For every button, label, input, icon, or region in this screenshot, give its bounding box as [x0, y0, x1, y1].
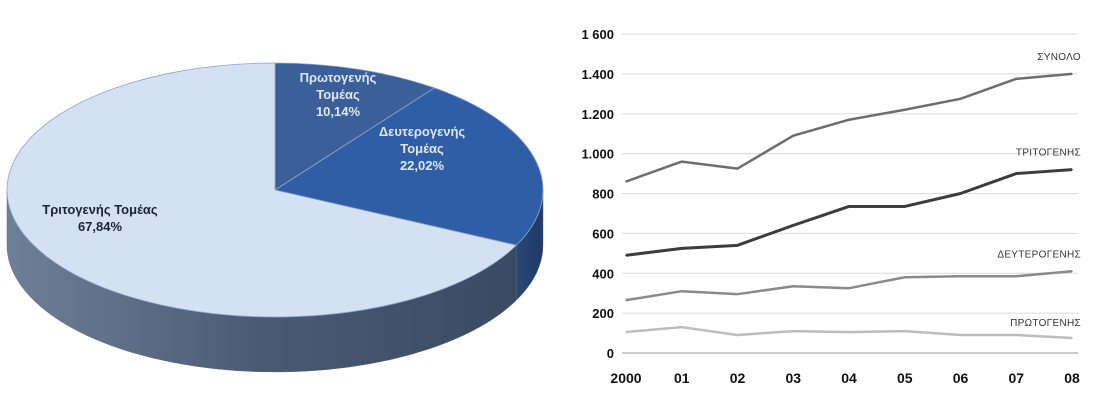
data-point [903, 276, 906, 279]
x-tick-label: 07 [1008, 370, 1024, 386]
data-point [792, 285, 795, 288]
data-point [625, 299, 627, 301]
data-point [625, 254, 627, 257]
pie-percent-2: 67,84% [78, 219, 123, 234]
x-tick-label: 01 [674, 370, 690, 386]
series-label-3: ΠΡΩΤΟΓΕΝΗΣ [1010, 318, 1081, 329]
data-point [792, 224, 795, 227]
series-line-0 [625, 72, 1073, 183]
x-tick-label: 04 [841, 370, 857, 386]
y-tick-label: 1.000 [581, 147, 614, 162]
y-tick-label: 1 600 [581, 27, 614, 42]
data-point [736, 244, 739, 247]
data-point [1071, 73, 1073, 75]
data-point [1015, 275, 1018, 278]
pie-label-0: Πρωτογενής Τομέας [300, 70, 377, 102]
pie-chart: Πρωτογενής Τομέας 10,14% Δευτερογενής Τομέας… [0, 0, 548, 391]
data-point [1015, 172, 1018, 175]
data-point [736, 167, 739, 170]
series-label-2: ΔΕΥΤΕΡΟΓΕΝΗΣ [997, 249, 1081, 260]
x-tick-label: 06 [953, 370, 969, 386]
data-point [625, 331, 627, 333]
series-label-1: ΤΡΙΤΟΓΕΝΗΣ [1016, 148, 1081, 159]
data-point [1015, 78, 1018, 80]
data-point [848, 118, 850, 121]
y-tick-label: 200 [592, 306, 614, 321]
x-tick-label: 02 [730, 370, 746, 386]
data-point [1071, 270, 1073, 273]
x-tick-label: 03 [785, 370, 801, 386]
series-line-2 [625, 270, 1073, 302]
y-tick-label: 0 [607, 346, 614, 361]
data-point [959, 334, 962, 336]
data-point [903, 330, 906, 332]
data-point [792, 134, 795, 137]
data-point [792, 330, 795, 332]
data-point [903, 205, 906, 208]
pie-percent-1: 22,02% [400, 158, 445, 173]
data-point [680, 160, 683, 163]
data-point [959, 97, 962, 100]
pie-chart-svg: Πρωτογενής Τομέας 10,14% Δευτερογενής Τομέας… [6, 62, 544, 373]
pie-slice-2 [6, 62, 518, 318]
data-point [680, 290, 683, 292]
pie-slice-0 [274, 62, 436, 191]
y-tick-label: 1.400 [581, 67, 614, 82]
line-chart: 0 200 400 600 800 1.000 1.200 1.400 1 600 2000 01… [548, 0, 1095, 391]
y-tick-label: 400 [592, 266, 614, 281]
line-chart-svg: 0 200 400 600 800 1.000 1.200 1.400 1 600 2000 01… [581, 27, 1081, 386]
data-point [625, 180, 627, 183]
data-point [959, 192, 962, 195]
x-tick-label: 05 [897, 370, 913, 386]
pie-percent-0: 10,14% [316, 104, 361, 119]
x-tick-label: 08 [1064, 370, 1080, 386]
pie-label-2: Τριτογενής Τομέας [42, 202, 158, 217]
data-point [1015, 334, 1018, 336]
y-tick-label: 1.200 [581, 107, 614, 122]
data-point [903, 108, 906, 111]
series-line-1 [625, 168, 1073, 257]
x-tick-label: 2000 [610, 370, 641, 386]
data-point [848, 287, 850, 290]
data-point [680, 326, 683, 328]
y-tick-label: 800 [592, 187, 614, 202]
data-point [1071, 337, 1073, 339]
pie-label-1: Δευτερογενής Τομέας [379, 124, 466, 156]
data-point [959, 275, 962, 278]
pie-slice-1 [273, 87, 544, 246]
data-point [1071, 168, 1073, 171]
y-tick-label: 600 [592, 226, 614, 241]
data-point [680, 247, 683, 250]
data-point [848, 331, 850, 333]
series-label-0: ΣΥΝΟΛΟ [1037, 52, 1081, 63]
data-point [848, 205, 850, 208]
data-point [736, 293, 739, 295]
data-point [736, 334, 739, 336]
